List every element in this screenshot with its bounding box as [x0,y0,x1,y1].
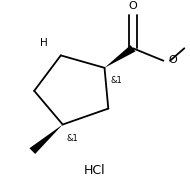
Text: H: H [40,38,48,48]
Text: HCl: HCl [84,164,106,177]
Text: &1: &1 [110,76,122,85]
Polygon shape [29,124,63,154]
Text: O: O [129,1,137,11]
Text: &1: &1 [66,134,78,143]
Polygon shape [105,45,135,68]
Text: O: O [168,55,177,65]
